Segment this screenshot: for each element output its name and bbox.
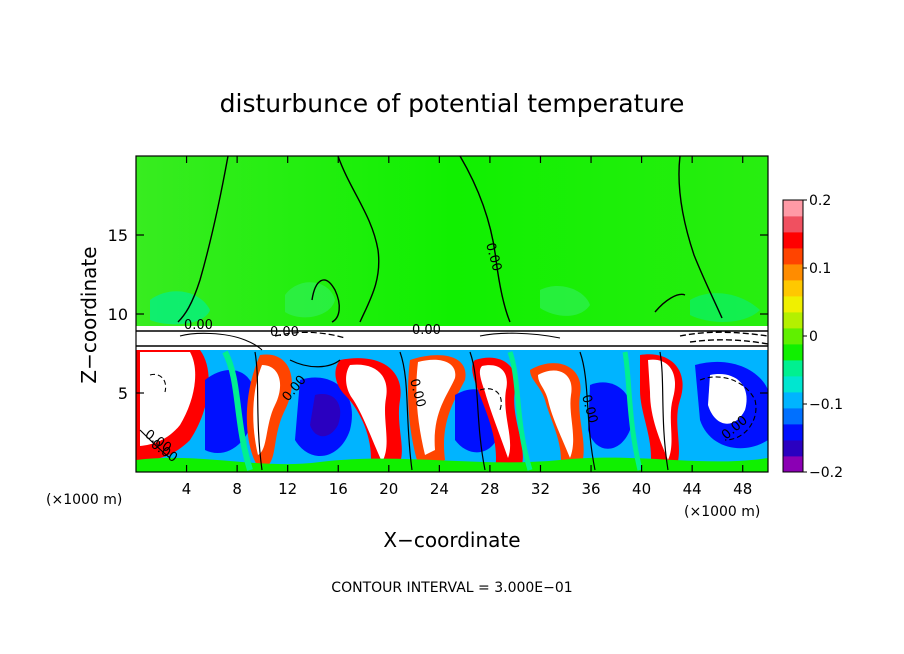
colorbar-swatch bbox=[783, 344, 803, 361]
contour-zero bbox=[459, 156, 511, 323]
colorbar-swatch bbox=[783, 328, 803, 345]
lower-contour-dashed bbox=[699, 376, 757, 441]
lower-contour bbox=[659, 351, 669, 471]
lower-contour-dashed bbox=[479, 388, 502, 411]
lower-layer-structures bbox=[136, 350, 768, 472]
green-base bbox=[136, 457, 768, 472]
y-tick-label: 15 bbox=[108, 226, 128, 245]
x-tick-label: 20 bbox=[379, 480, 398, 498]
upper-cyan-patch bbox=[150, 291, 210, 325]
x-tick-label: 40 bbox=[632, 480, 651, 498]
warm-core bbox=[140, 352, 196, 446]
lower-contour bbox=[139, 429, 171, 459]
colorbar-swatch bbox=[783, 424, 803, 441]
x-tick-label: 32 bbox=[531, 480, 550, 498]
colorbar-swatch bbox=[783, 248, 803, 265]
upper-cyan-patch bbox=[540, 285, 590, 316]
x-tick-label: 24 bbox=[430, 480, 449, 498]
x-tick-label: 44 bbox=[683, 480, 702, 498]
x-tick-label: 36 bbox=[581, 480, 600, 498]
y-tick-label: 5 bbox=[118, 384, 128, 403]
upper-cyan-patch bbox=[285, 282, 335, 318]
upper-cyan-patch bbox=[690, 293, 760, 322]
contour-label: 0.00 bbox=[578, 393, 600, 425]
contour-label: 0.00 bbox=[184, 318, 213, 333]
x-tick-label: 16 bbox=[329, 480, 348, 498]
contour-zero bbox=[177, 156, 229, 323]
cold-core bbox=[310, 394, 341, 437]
boundary-contour-dashed bbox=[274, 331, 346, 339]
x-tick-label: 4 bbox=[182, 480, 192, 498]
upper-layer-fill bbox=[136, 156, 768, 328]
colorbar-swatch bbox=[783, 408, 803, 425]
cold-core bbox=[708, 374, 747, 424]
colorbar-swatch bbox=[783, 456, 803, 473]
contour-zero bbox=[654, 293, 686, 313]
contour-zero bbox=[337, 156, 380, 323]
warm-core bbox=[479, 365, 511, 458]
x-tick-label: 8 bbox=[232, 480, 242, 498]
warm-core bbox=[648, 359, 676, 460]
cold-anomaly bbox=[588, 382, 633, 449]
contour-lines bbox=[136, 156, 768, 471]
colorbar-tick-label: −0.1 bbox=[809, 397, 843, 413]
contour-zero bbox=[311, 279, 340, 323]
warm-core bbox=[346, 364, 387, 462]
boundary-contour-dashed bbox=[679, 331, 768, 337]
colorbar-swatch bbox=[783, 296, 803, 313]
contour-label: 0.00 bbox=[406, 377, 428, 409]
colorbar-tick-label: 0 bbox=[809, 329, 818, 345]
x-axis: 4 8 12 16 20 24 28 32 36 40 44 48 bbox=[182, 156, 752, 498]
y-tick-label: 10 bbox=[108, 305, 128, 324]
colorbar-swatch bbox=[783, 216, 803, 233]
lower-contour-dashed bbox=[149, 373, 167, 393]
contour-zero bbox=[678, 156, 723, 319]
y-axis: 5 10 15 bbox=[108, 226, 768, 403]
cyan-streak bbox=[622, 351, 643, 471]
temperature-field bbox=[136, 156, 768, 472]
boundary-contour bbox=[179, 332, 263, 351]
lower-contour bbox=[579, 351, 596, 471]
contour-label: 0.00 bbox=[270, 325, 299, 340]
warm-core bbox=[253, 365, 281, 455]
x-axis-label: X−coordinate bbox=[383, 528, 520, 552]
lower-contour bbox=[289, 359, 341, 368]
cyan-streak bbox=[222, 350, 253, 471]
cyan-streak bbox=[507, 351, 533, 471]
colorbar-swatch bbox=[783, 200, 803, 217]
colorbar-swatch bbox=[783, 440, 803, 457]
x-unit-label-right: (×1000 m) bbox=[684, 504, 760, 520]
warm-core bbox=[538, 370, 574, 458]
colorbar-swatch bbox=[783, 360, 803, 377]
contour-label: 0.00 bbox=[412, 323, 441, 338]
contour-label: 0.00 bbox=[482, 241, 504, 273]
colorbar-swatch bbox=[783, 280, 803, 297]
lower-contour bbox=[469, 351, 486, 471]
chart-title: disturbunce of potential temperature bbox=[220, 89, 685, 118]
x-tick-label: 28 bbox=[480, 480, 499, 498]
x-tick-label: 12 bbox=[278, 480, 297, 498]
colorbar-swatch bbox=[783, 376, 803, 393]
lower-contour bbox=[254, 351, 263, 471]
colorbar-tick-label: −0.2 bbox=[809, 465, 843, 481]
lower-contour bbox=[399, 351, 413, 471]
boundary-band bbox=[136, 326, 768, 352]
colorbar-swatch bbox=[783, 392, 803, 409]
colorbar: 0.2 0.1 0 −0.1 −0.2 bbox=[782, 193, 843, 481]
boundary-contour bbox=[479, 332, 561, 339]
colorbar-tick-label: 0.1 bbox=[809, 261, 831, 277]
warm-core bbox=[416, 359, 456, 455]
y-axis-label: Z−coordinate bbox=[77, 246, 101, 383]
x-unit-label: (×1000 m) bbox=[46, 492, 122, 508]
colorbar-tick-label: 0.2 bbox=[809, 193, 831, 209]
boundary-contour-dashed bbox=[689, 339, 768, 345]
colorbar-swatch bbox=[783, 264, 803, 281]
colorbar-swatch bbox=[783, 232, 803, 249]
colorbar-swatch bbox=[783, 312, 803, 329]
contour-interval-label: CONTOUR INTERVAL = 3.000E−01 bbox=[331, 580, 572, 596]
x-tick-label: 48 bbox=[733, 480, 752, 498]
